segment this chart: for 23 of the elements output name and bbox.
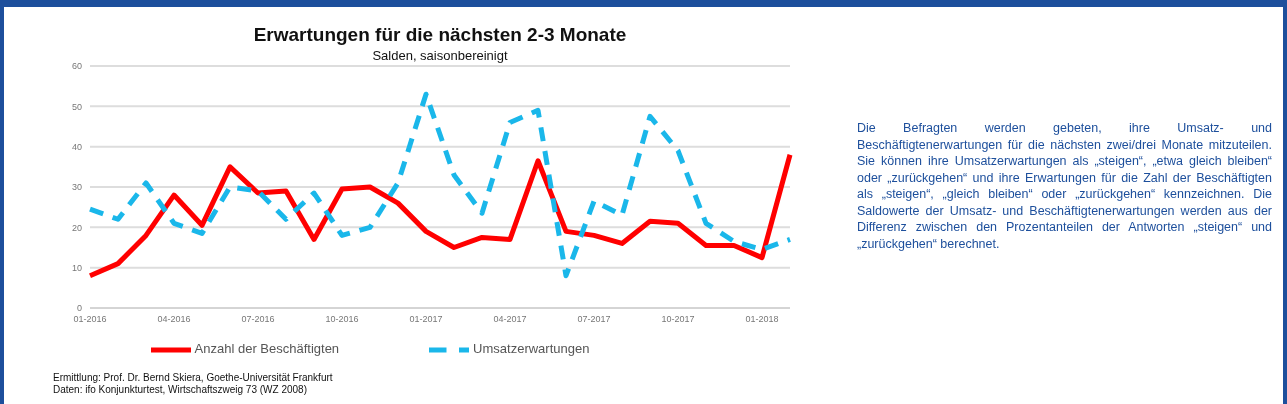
y-tick-label: 50 (71, 101, 82, 112)
y-tick-label: 40 (71, 141, 82, 152)
x-tick-label: 01-2017 (409, 314, 443, 325)
y-tick-label: 20 (71, 222, 82, 233)
chart-subtitle: Salden, saisonbereinigt (371, 48, 509, 63)
x-tick-label: 01-2018 (745, 314, 779, 325)
x-tick-label: 10-2016 (325, 314, 359, 325)
chart-title: Erwartungen für die nächsten 2-3 Monate (252, 24, 628, 46)
x-tick-label: 10-2017 (661, 314, 695, 325)
x-tick-label: 01-2016 (73, 314, 107, 325)
legend-label: Umsatzerwartungen (473, 341, 590, 357)
text: Die Befragten werden gebeten, ihre Umsatz- und Beschäftigtenerwartungen für die nächsten zwei/drei Monate mitzuteilen. Sie können ihre Umsatzerwartungen als „steigen“, „etwa gleich bleiben“ oder „zurückgehen“ und ihre Erwartungen für die Zahl der Beschäftigten als „steigen“, „gleich bleiben“ oder „zurückgehen“ kennzeichnen. Die Saldowerte der Umsatz- und Beschäftigtenerwartungen werden aus der Differenz zwischen den Prozentanteilen der Antworten „steigen“ und „zurückgehen“ berechnet. (857, 120, 1272, 252)
x-tick-label: 04-2017 (493, 314, 527, 325)
y-tick-label: 0 (76, 303, 82, 314)
x-tick-label: 07-2016 (241, 314, 275, 325)
legend-label: Anzahl der Beschäftigten (194, 341, 340, 357)
y-tick-label: 30 (71, 182, 82, 193)
text: Daten: ifo Konjunkturtest, Wirtschaftszweig 73 (WZ 2008) (53, 384, 308, 396)
x-tick-label: 07-2017 (577, 314, 611, 325)
x-tick-label: 04-2016 (157, 314, 191, 325)
text: Ermittlung: Prof. Dr. Bernd Skiera, Goethe-Universität Frankfurt (53, 372, 333, 384)
y-tick-label: 10 (71, 262, 82, 273)
y-tick-label: 60 (71, 61, 82, 72)
